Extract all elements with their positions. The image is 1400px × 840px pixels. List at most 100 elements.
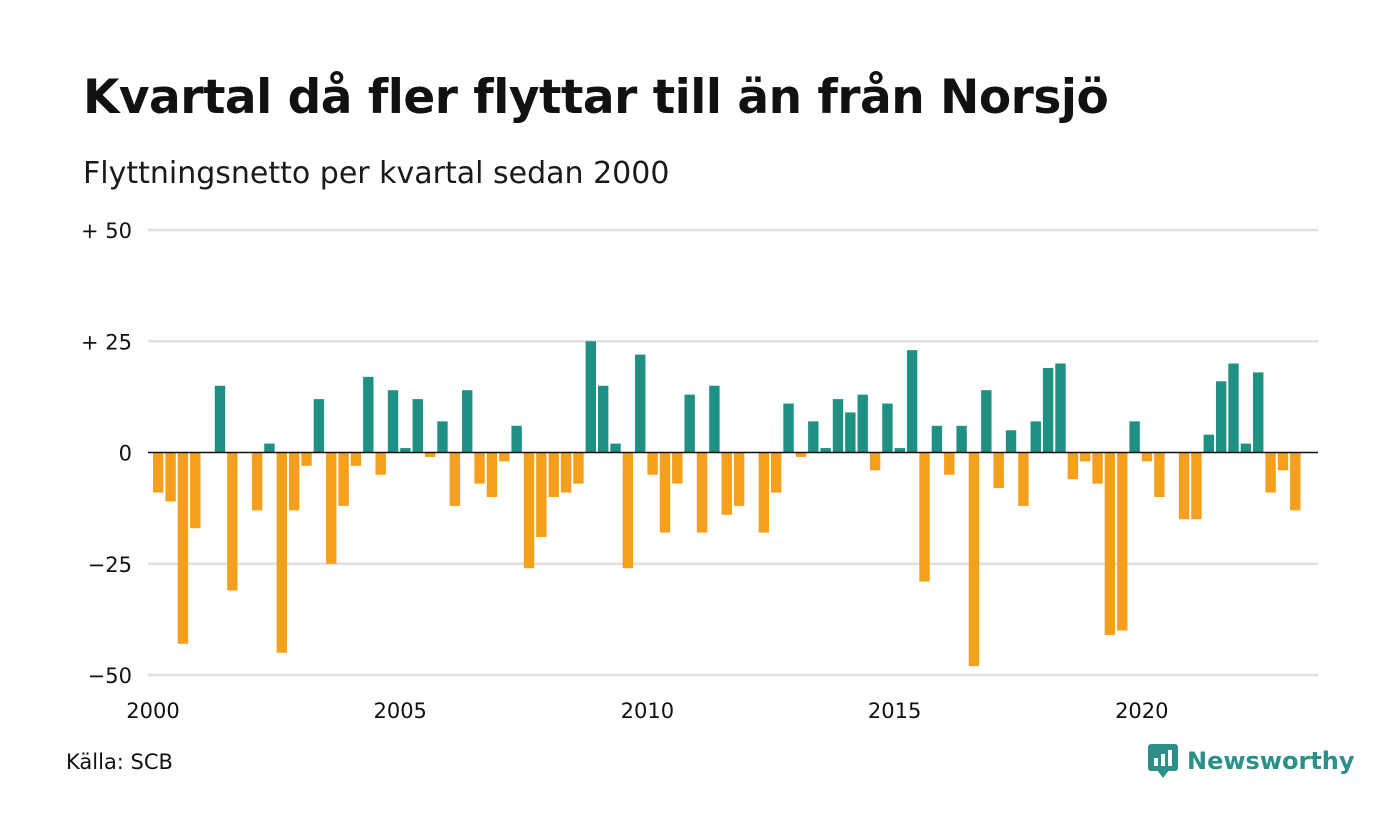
- bar: [462, 390, 473, 453]
- x-tick-label: 2020: [1115, 699, 1168, 723]
- bar: [190, 452, 201, 529]
- x-tick-label: 2010: [621, 699, 674, 723]
- bar: [919, 452, 930, 582]
- bar: [536, 452, 547, 538]
- bar: [573, 452, 584, 484]
- bar: [1018, 452, 1029, 506]
- bar: [944, 452, 955, 475]
- bar: [338, 452, 349, 506]
- bar: [264, 443, 275, 453]
- bar: [1154, 452, 1165, 497]
- bar: [1092, 452, 1103, 484]
- bar: [326, 452, 337, 564]
- bar: [363, 376, 374, 453]
- bar: [968, 452, 980, 667]
- bar: [721, 452, 732, 515]
- bar: [437, 421, 448, 453]
- bar: [758, 452, 770, 533]
- bar: [845, 412, 856, 453]
- bar: [499, 452, 510, 462]
- bar: [981, 390, 992, 453]
- bar: [1290, 452, 1301, 511]
- bar: [214, 385, 226, 453]
- bar: [672, 452, 683, 484]
- bar: [931, 425, 943, 453]
- bar: [350, 452, 362, 466]
- brand-logo: Newsworthy: [1148, 744, 1355, 778]
- bar: [597, 385, 609, 453]
- source-note: Källa: SCB: [66, 750, 173, 774]
- bar: [647, 452, 658, 475]
- bar: [153, 452, 164, 493]
- chart-subtitle: Flyttningsnetto per kvartal sedan 2000: [83, 156, 670, 191]
- bar: [869, 452, 881, 471]
- bar: [882, 403, 893, 453]
- bar: [288, 452, 300, 511]
- bar: [1117, 452, 1128, 631]
- bar: [1141, 452, 1153, 462]
- brand-name: Newsworthy: [1187, 747, 1355, 775]
- bar: [857, 394, 868, 453]
- bar: [906, 350, 918, 453]
- y-tick-label: −25: [88, 553, 132, 577]
- bar: [424, 452, 436, 457]
- bar: [771, 452, 782, 493]
- bar: [820, 448, 831, 453]
- bar: [635, 354, 646, 453]
- bar: [993, 452, 1004, 489]
- y-tick-label: 0: [119, 442, 132, 466]
- bar: [684, 394, 695, 453]
- bar: [1240, 443, 1252, 453]
- bar: [548, 452, 559, 497]
- bar: [894, 448, 905, 453]
- bar: [276, 452, 287, 653]
- bar: [313, 399, 325, 453]
- bar: [832, 399, 844, 453]
- bar: [733, 452, 745, 506]
- bar: [1055, 363, 1066, 453]
- bar: [412, 399, 423, 453]
- bar: [956, 425, 967, 453]
- bar: [659, 452, 671, 533]
- y-tick-label: −50: [88, 664, 132, 688]
- y-tick-label: + 25: [81, 330, 132, 354]
- bar: [474, 452, 485, 484]
- y-tick-label: + 50: [81, 219, 132, 243]
- bar: [1265, 452, 1276, 493]
- bar: [523, 452, 535, 569]
- bar: [1178, 452, 1190, 520]
- bar: [1277, 452, 1289, 471]
- bar: [165, 452, 176, 502]
- bar: [301, 452, 312, 466]
- x-tick-label: 2000: [126, 699, 179, 723]
- bar: [227, 452, 238, 591]
- bar: [1253, 372, 1264, 453]
- bar: [400, 448, 411, 453]
- bar: [610, 443, 621, 453]
- chart-title: Kvartal då fler flyttar till än från Nor…: [83, 70, 1109, 125]
- bar: [1104, 452, 1116, 635]
- bar: [1005, 430, 1017, 453]
- bar: [177, 452, 189, 644]
- bar: [709, 385, 720, 453]
- bar: [1080, 452, 1091, 462]
- bar: [486, 452, 498, 497]
- bar: [375, 452, 386, 475]
- bar: [1203, 434, 1214, 453]
- bar: [251, 452, 263, 511]
- bar: [1228, 363, 1239, 453]
- bar: [585, 341, 596, 453]
- bar: [1030, 421, 1041, 453]
- bar: [808, 421, 819, 453]
- bar: [1067, 452, 1079, 480]
- newsworthy-logo-icon: [1148, 744, 1178, 778]
- bar: [1042, 367, 1054, 453]
- bar: [1215, 381, 1227, 453]
- bar: [622, 452, 634, 569]
- x-tick-label: 2005: [373, 699, 426, 723]
- bar: [783, 403, 794, 453]
- x-tick-label: 2015: [868, 699, 921, 723]
- bar: [511, 425, 522, 453]
- bar: [387, 390, 399, 453]
